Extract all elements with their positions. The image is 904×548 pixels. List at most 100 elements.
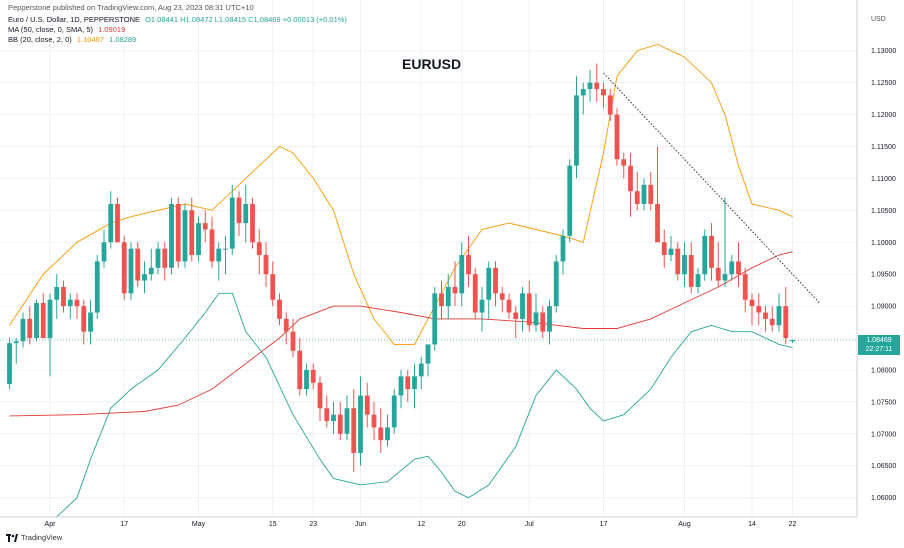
time-tick-label: Jun <box>355 521 366 528</box>
candle-body <box>189 210 195 256</box>
candle-body <box>452 286 458 294</box>
candle-body <box>499 293 505 300</box>
candle-body <box>513 312 519 319</box>
candle <box>493 261 498 307</box>
candle-body <box>526 293 532 326</box>
candle <box>108 191 114 249</box>
candle-body <box>520 293 525 319</box>
time-tick-label: Apr <box>45 521 57 528</box>
candle <box>547 299 552 345</box>
candle <box>236 191 242 236</box>
candle <box>540 306 546 339</box>
publisher-line: Pepperstone published on TradingView.com… <box>8 3 254 12</box>
candle-body <box>121 242 127 294</box>
symbol-name: Euro / U.S. Dollar, 1D, PEPPERSTONE <box>8 15 140 24</box>
candle-body <box>47 299 53 339</box>
candle-body <box>135 248 141 281</box>
candle-body <box>756 306 762 313</box>
symbol-legend[interactable]: Euro / U.S. Dollar, 1D, PEPPERSTONE O1.0… <box>8 15 350 24</box>
price-tick-label: 1.11500 <box>871 144 896 151</box>
candle-body <box>533 312 539 326</box>
candle-body <box>587 82 593 90</box>
candle-body <box>364 395 370 415</box>
time-axis: Apr 17 May 15 23 Jun 12 20 Jul 17 Aug 14 22 <box>45 521 797 528</box>
candle <box>229 184 235 256</box>
candle-body <box>385 427 390 441</box>
candle-body <box>243 203 249 224</box>
candle-body <box>729 261 735 275</box>
candle <box>425 344 431 377</box>
candle <box>675 242 681 281</box>
candle-body <box>88 312 93 332</box>
candle <box>520 286 525 332</box>
candle-body <box>580 89 586 96</box>
bb-legend[interactable]: BB (20, close, 2, 0) 1.10467 1.08289 <box>8 35 139 44</box>
candle <box>580 82 586 115</box>
candle <box>27 306 33 345</box>
candle-body <box>749 299 755 307</box>
candle <box>223 235 228 275</box>
candle-body <box>223 248 228 250</box>
price-tick-label: 1.10500 <box>871 208 896 215</box>
tradingview-footer[interactable]: TradingView <box>6 533 62 542</box>
candle-body <box>297 350 303 390</box>
candle-body <box>479 299 485 313</box>
currency-label[interactable]: USD <box>871 16 886 23</box>
candle <box>378 408 384 453</box>
candle <box>452 261 458 307</box>
candle-body <box>486 267 492 300</box>
candle <box>756 293 762 326</box>
candle-body <box>61 286 66 307</box>
candle-body <box>202 223 208 230</box>
candle-body <box>277 299 282 319</box>
candle-body <box>371 414 377 428</box>
candle-body <box>675 248 681 275</box>
candle <box>614 108 620 166</box>
bb-upper-line <box>9 43 793 345</box>
candle <box>277 293 282 326</box>
candle-body <box>290 331 296 351</box>
candle-body <box>101 242 107 262</box>
time-tick-label: Jul <box>525 521 534 528</box>
candle <box>641 178 647 211</box>
candle-body <box>769 318 775 326</box>
candle <box>34 299 39 342</box>
candle <box>297 338 303 396</box>
candle-body <box>236 197 242 224</box>
candle-body <box>270 274 276 300</box>
time-tick-label: 15 <box>269 521 277 528</box>
candle <box>20 312 26 348</box>
candle <box>256 229 262 275</box>
time-tick-label: 17 <box>600 521 608 528</box>
candle-body <box>81 306 87 332</box>
candle <box>459 242 465 307</box>
candle-body <box>628 165 633 192</box>
candle <box>391 389 397 434</box>
candle-body <box>418 363 424 377</box>
candle-body <box>594 82 600 90</box>
price-tick-label: 1.07500 <box>871 399 896 406</box>
candle-body <box>621 159 627 166</box>
candle <box>189 197 195 262</box>
candle <box>688 242 694 294</box>
candle-body <box>506 299 512 313</box>
candle <box>182 203 188 268</box>
candle-body <box>560 235 566 262</box>
candle <box>61 280 66 313</box>
candle <box>472 267 478 319</box>
candle <box>648 172 654 211</box>
candle <box>337 401 343 441</box>
candle-body <box>216 248 222 262</box>
candle <box>13 338 19 364</box>
candle-body <box>634 191 640 204</box>
candle <box>94 255 100 319</box>
candle <box>243 184 249 243</box>
ma-legend[interactable]: MA (50, close, 0, SMA, 5) 1.09019 <box>8 25 128 34</box>
candle <box>67 293 73 319</box>
last-price-tag: 1.08469 22:27:11 <box>858 335 900 355</box>
candle-body <box>702 235 708 275</box>
candle-body <box>655 203 660 243</box>
candle-body <box>34 302 39 339</box>
candle-body <box>466 255 471 275</box>
